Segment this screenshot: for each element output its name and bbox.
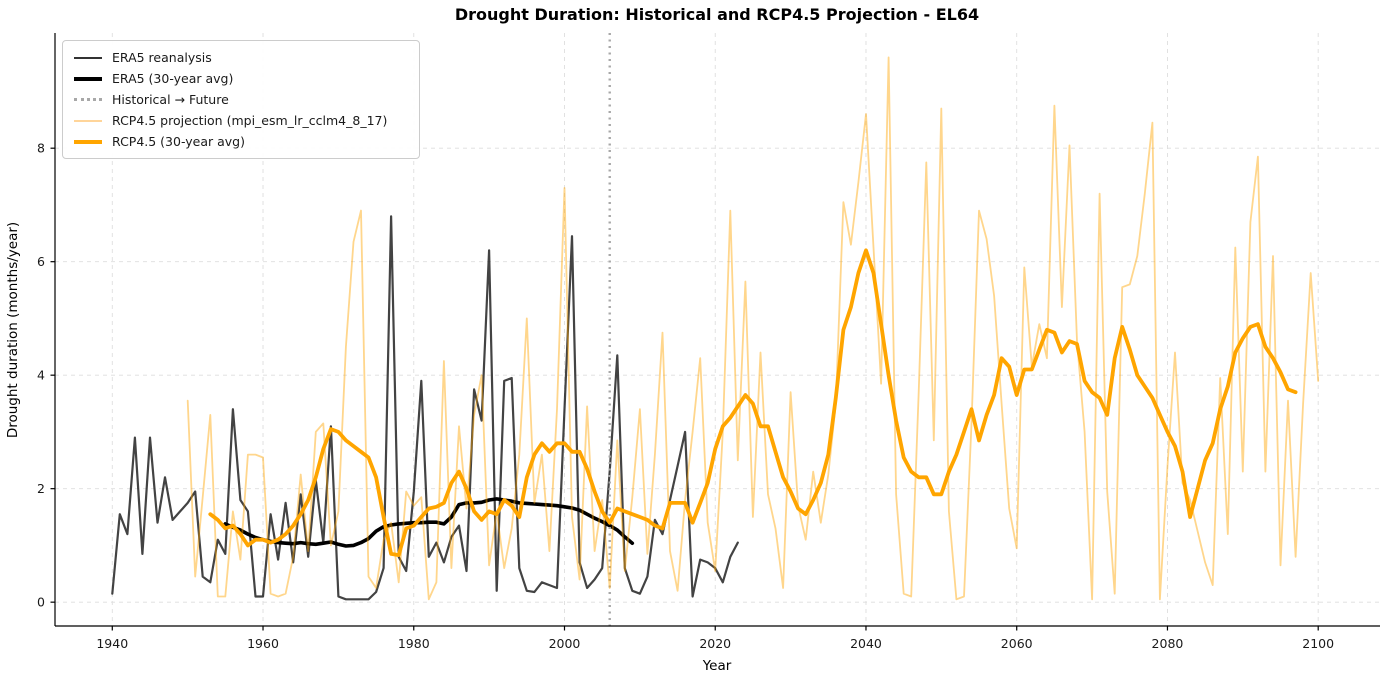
x-tick-label: 2100 <box>1302 636 1334 651</box>
legend-item-label: Historical → Future <box>112 92 229 107</box>
legend: ERA5 reanalysis ERA5 (30-year avg) Histori… <box>62 40 420 159</box>
x-tick-label: 2080 <box>1152 636 1184 651</box>
rcp45-annual-line <box>186 56 1320 601</box>
legend-item: ERA5 reanalysis <box>74 50 409 65</box>
legend-line-swatch <box>74 56 102 59</box>
x-tick-label: 2040 <box>850 636 882 651</box>
legend-item: RCP4.5 (30-year avg) <box>74 134 409 149</box>
legend-line-swatch <box>74 119 102 122</box>
era5-annual-line <box>111 215 739 601</box>
x-tick-label: 1940 <box>96 636 128 651</box>
axes <box>50 33 1380 631</box>
series-lines <box>111 33 1320 626</box>
x-axis-label: Year <box>702 658 732 674</box>
y-axis-label: Drought duration (months/year) <box>5 222 21 438</box>
gridlines <box>55 33 1380 626</box>
legend-item-label: ERA5 reanalysis <box>112 50 212 65</box>
x-tick-label: 2060 <box>1001 636 1033 651</box>
legend-line-swatch <box>74 139 102 144</box>
y-tick-label: 0 <box>37 595 45 610</box>
x-tick-label: 1960 <box>247 636 279 651</box>
legend-item-label: RCP4.5 (30-year avg) <box>112 134 245 149</box>
legend-item-label: ERA5 (30-year avg) <box>112 71 234 86</box>
y-tick-label: 8 <box>37 141 45 156</box>
legend-item: RCP4.5 projection (mpi_esm_lr_cclm4_8_17… <box>74 113 409 128</box>
y-tick-label: 2 <box>37 481 45 496</box>
legend-item-label: RCP4.5 projection (mpi_esm_lr_cclm4_8_17… <box>112 113 388 128</box>
y-tick-label: 6 <box>37 254 45 269</box>
x-tick-label: 1980 <box>398 636 430 651</box>
legend-line-swatch <box>74 76 102 81</box>
rcp45-30yr-avg-line <box>208 248 1298 557</box>
x-tick-label: 2020 <box>699 636 731 651</box>
y-tick-label: 4 <box>37 368 45 383</box>
x-tick-label: 2000 <box>549 636 581 651</box>
legend-item: ERA5 (30-year avg) <box>74 71 409 86</box>
era5-30yr-avg-line <box>223 497 635 548</box>
legend-line-swatch <box>74 98 102 101</box>
tick-labels: 1940 1960 1980 2000 2020 2040 2060 2080 2100 0 2 4 6… <box>37 141 1334 651</box>
chart-title: Drought Duration: Historical and RCP4.5 … <box>455 5 979 24</box>
legend-item: Historical → Future <box>74 92 409 107</box>
